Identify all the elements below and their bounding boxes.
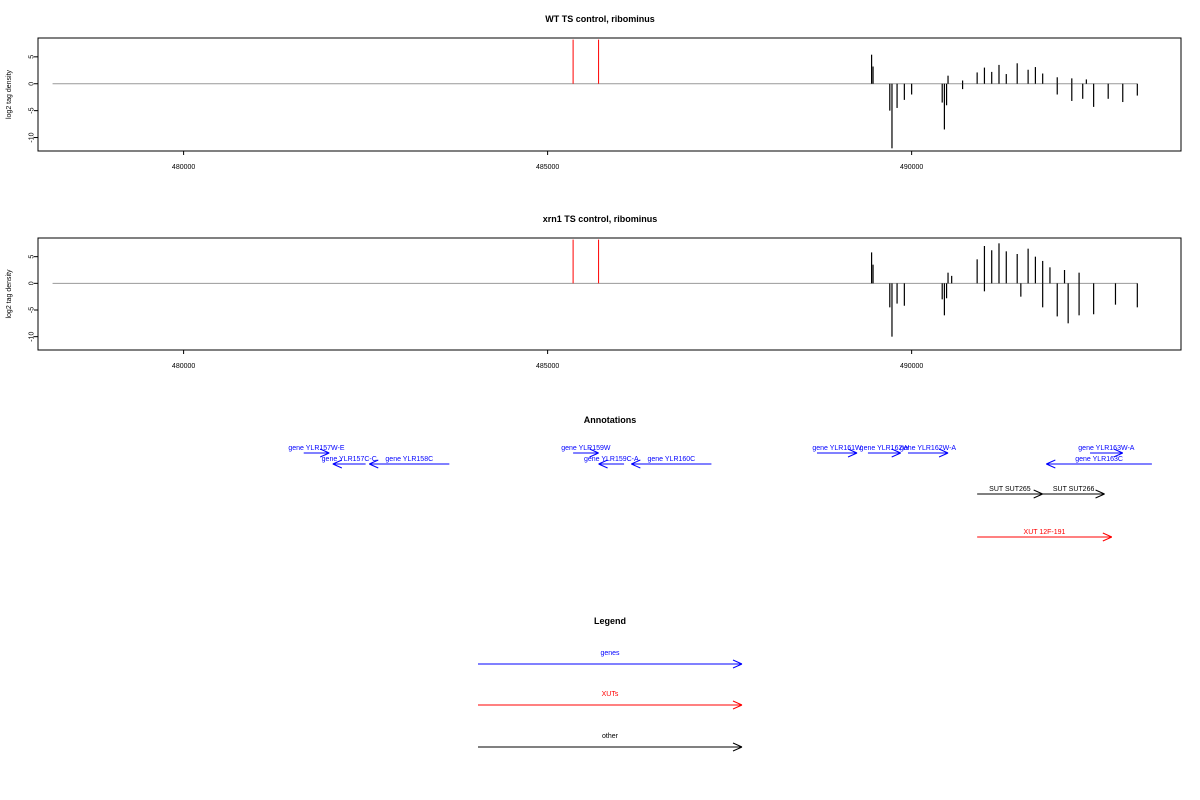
feature-arrowhead	[1095, 493, 1105, 499]
feature-arrowhead	[938, 448, 949, 454]
legend-title: Legend	[594, 616, 626, 626]
x-tick-label: 490000	[900, 164, 923, 171]
feature-label: gene YLR163W-A	[1078, 445, 1134, 452]
feature-arrowhead	[1113, 448, 1123, 454]
legend-arrowhead	[732, 659, 743, 665]
feature-arrowhead	[1033, 489, 1043, 495]
feature-arrowhead	[891, 452, 901, 458]
y-tick-label: 5	[28, 255, 35, 259]
y-tick-label: -5	[28, 307, 35, 313]
x-tick-label: 480000	[172, 164, 195, 171]
feature-label: gene YLR162W-A	[900, 445, 956, 452]
y-tick-label: -10	[28, 332, 35, 342]
plot-frame	[37, 37, 1182, 152]
feature-arrowhead	[1033, 493, 1043, 499]
y-tick-label: 5	[28, 55, 35, 59]
feature-label: gene YLR160C	[648, 456, 696, 463]
x-tick-label: 490000	[900, 363, 923, 370]
feature-label: SUT SUT265	[989, 486, 1031, 493]
y-tick-label: -5	[28, 107, 35, 113]
feature-arrowhead	[332, 459, 343, 465]
feature-arrowhead	[1046, 463, 1056, 469]
feature-arrowhead	[589, 452, 599, 458]
y-tick-label: -10	[28, 132, 35, 142]
legend-label: genes	[600, 650, 620, 657]
feature-arrowhead	[320, 452, 330, 458]
feature-label: SUT SUT266	[1053, 486, 1095, 493]
feature-arrowhead	[598, 459, 608, 465]
feature-label: gene YLR159W	[561, 445, 611, 452]
legend-arrowhead	[732, 700, 743, 706]
feature-arrowhead	[847, 452, 858, 458]
feature-label: gene YLR157C-C	[322, 456, 377, 463]
x-tick-label: 485000	[536, 363, 559, 370]
y-tick-label: 0	[28, 281, 35, 285]
feature-arrowhead	[938, 452, 949, 458]
y-axis-label: log2 tag density	[6, 69, 13, 119]
feature-arrowhead	[1102, 536, 1113, 542]
feature-arrowhead	[847, 448, 858, 454]
feature-arrowhead	[369, 459, 379, 465]
plot-frame	[37, 237, 1182, 351]
feature-label: gene YLR158C	[385, 456, 433, 463]
feature-arrowhead	[320, 448, 330, 454]
feature-label: gene YLR157W-E	[288, 445, 344, 452]
legend-arrowhead	[732, 746, 743, 752]
feature-label: gene YLR162W	[860, 445, 910, 452]
feature-arrowhead	[369, 463, 379, 469]
legend-arrowhead	[732, 742, 743, 748]
y-axis-label: log2 tag density	[6, 269, 13, 319]
feature-arrowhead	[1102, 532, 1113, 538]
feature-arrowhead	[589, 448, 599, 454]
feature-label: gene YLR161W	[812, 445, 862, 452]
legend-label: XUTs	[602, 691, 619, 698]
y-tick-label: 0	[28, 82, 35, 86]
legend-arrowhead	[732, 704, 743, 710]
x-tick-label: 485000	[536, 164, 559, 171]
panel-title: xrn1 TS control, ribominus	[543, 214, 658, 224]
feature-arrowhead	[1095, 489, 1105, 495]
annotations-title: Annotations	[584, 415, 637, 425]
x-tick-label: 480000	[172, 363, 195, 370]
feature-arrowhead	[598, 463, 608, 469]
feature-arrowhead	[631, 463, 641, 469]
panel-title: WT TS control, ribominus	[545, 14, 655, 24]
legend-arrowhead	[732, 663, 743, 669]
feature-arrowhead	[1046, 459, 1056, 465]
feature-arrowhead	[631, 459, 641, 465]
legend-label: other	[602, 733, 619, 740]
feature-arrowhead	[1113, 452, 1123, 458]
feature-label: gene YLR159C-A	[584, 456, 639, 463]
feature-arrowhead	[332, 463, 343, 469]
feature-label: XUT 12F-191	[1024, 529, 1066, 536]
feature-label: gene YLR163C	[1075, 456, 1123, 463]
feature-arrowhead	[891, 448, 901, 454]
